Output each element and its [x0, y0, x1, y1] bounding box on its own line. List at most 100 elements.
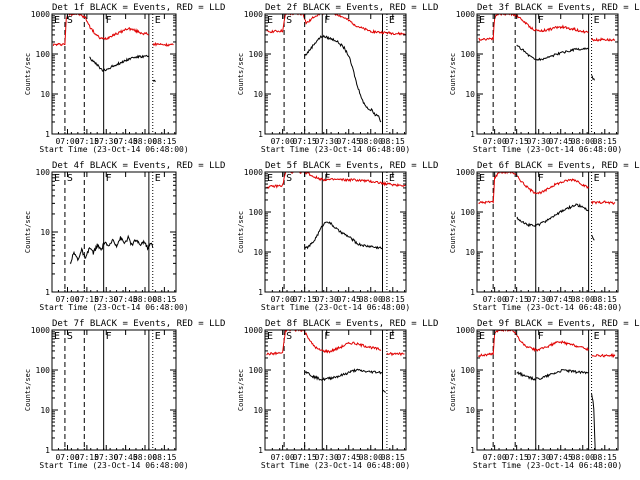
y-axis-label: Counts/sec: [237, 369, 245, 411]
marker-label: E: [389, 15, 395, 26]
series-group: [266, 172, 406, 251]
y-tick-label: 10: [40, 90, 50, 99]
events-line: [89, 54, 150, 73]
x-tick-label: 07:00: [271, 137, 295, 146]
x-tick-label: 07:45: [114, 295, 138, 304]
x-tick-label: 07:15: [75, 295, 99, 304]
y-axis-label: Counts/sec: [449, 211, 457, 253]
plot-frame: [51, 13, 177, 135]
series-group: [69, 234, 154, 265]
plot-frame: [476, 171, 619, 293]
plot-frame: [476, 329, 619, 451]
x-tick-label: 08:00: [359, 453, 383, 462]
lld-line: [266, 172, 406, 190]
panel-title: Det 8f BLACK = Events, RED = LLD: [265, 319, 438, 329]
y-tick-label: 1: [470, 288, 475, 297]
marker-label: E: [479, 15, 485, 26]
x-tick-label: 07:00: [483, 137, 507, 146]
panel-title: Det 3f BLACK = Events, RED = LLD: [477, 3, 640, 13]
plot-frame: [51, 329, 177, 451]
x-tick-label: 08:15: [152, 137, 176, 146]
marker-label: E: [594, 331, 600, 342]
x-tick-label: 08:00: [133, 295, 157, 304]
events-line: [516, 44, 589, 62]
panel-title: Det 9f BLACK = Events, RED = LLD: [477, 319, 640, 329]
lld-line: [478, 172, 589, 205]
series-group: [266, 14, 406, 123]
panel-title: Det 6f BLACK = Events, RED = LLD: [477, 161, 640, 171]
y-tick-label: 1: [258, 288, 263, 297]
events-line: [591, 74, 595, 81]
events-line: [152, 79, 156, 83]
x-tick-label: 07:00: [271, 453, 295, 462]
events-line: [516, 203, 589, 228]
events-line: [69, 234, 154, 265]
x-tick-label: 08:15: [152, 295, 176, 304]
y-tick-label: 100: [249, 366, 264, 375]
marker-label: E: [389, 331, 395, 342]
marker-label: F: [324, 331, 330, 342]
marker-label: F: [538, 331, 544, 342]
x-tick-label: 07:30: [527, 453, 551, 462]
panel-title: Det 5f BLACK = Events, RED = LLD: [265, 161, 438, 171]
y-tick-label: 100: [461, 208, 476, 217]
panel-det-8: Det 8f BLACK = Events, RED = LLD E S F E 1 10 1…: [237, 319, 438, 470]
panel-title: Det 7f BLACK = Events, RED = LLD: [52, 319, 225, 329]
y-tick-label: 10: [253, 406, 263, 415]
marker-label: F: [106, 331, 112, 342]
lld-line: [266, 330, 382, 356]
x-axis-label: Start Time (23-Oct-14 06:48:00): [39, 303, 188, 312]
marker-label: S: [286, 15, 292, 26]
marker-label: E: [479, 331, 485, 342]
x-tick-label: 08:00: [133, 137, 157, 146]
marker-label: F: [538, 173, 544, 184]
x-tick-label: 07:00: [483, 295, 507, 304]
y-axis-label: Counts/sec: [449, 369, 457, 411]
panel-det-2: Det 2f BLACK = Events, RED = LLD E S F E 1 10 1…: [237, 3, 438, 154]
plot-frame: [476, 13, 619, 135]
x-tick-label: 07:30: [94, 453, 118, 462]
y-tick-label: 100: [461, 50, 476, 59]
y-tick-label: 1: [258, 130, 263, 139]
x-tick-label: 07:15: [505, 453, 529, 462]
panel-det-9: Det 9f BLACK = Events, RED = LLD E F E 1 10 10…: [449, 319, 640, 470]
x-axis-label: Start Time (23-Oct-14 06:48:00): [473, 461, 622, 470]
y-tick-label: 100: [249, 50, 264, 59]
marker-label: E: [267, 173, 273, 184]
y-tick-label: 1: [470, 446, 475, 455]
y-tick-label: 1000: [456, 168, 475, 177]
marker-label: S: [286, 331, 292, 342]
lld-line: [478, 330, 589, 358]
y-tick-label: 10: [40, 406, 50, 415]
y-tick-label: 10: [465, 406, 475, 415]
panel-title: Det 4f BLACK = Events, RED = LLD: [52, 161, 225, 171]
marker-label: E: [594, 15, 600, 26]
x-tick-label: 07:30: [315, 453, 339, 462]
x-tick-label: 07:15: [505, 295, 529, 304]
x-axis-label: Start Time (23-Oct-14 06:48:00): [261, 303, 410, 312]
events-line: [304, 221, 383, 251]
x-tick-label: 07:15: [505, 137, 529, 146]
x-tick-label: 07:30: [315, 295, 339, 304]
events-line: [304, 368, 383, 382]
marker-label: F: [106, 173, 112, 184]
y-tick-label: 1000: [31, 326, 50, 335]
x-tick-label: 07:30: [94, 137, 118, 146]
marker-label: E: [54, 173, 60, 184]
events-line: [516, 369, 589, 381]
series-group: [478, 330, 616, 450]
x-axis-label: Start Time (23-Oct-14 06:48:00): [473, 145, 622, 154]
y-tick-label: 1000: [244, 326, 263, 335]
x-tick-label: 08:15: [593, 453, 617, 462]
x-tick-label: 08:15: [593, 137, 617, 146]
x-tick-label: 08:00: [571, 137, 595, 146]
plot-frame: [264, 171, 407, 293]
x-tick-label: 07:45: [337, 453, 361, 462]
marker-label: S: [286, 173, 292, 184]
x-tick-label: 07:45: [549, 453, 573, 462]
series-group: [478, 172, 616, 241]
marker-label: E: [594, 173, 600, 184]
x-axis-label: Start Time (23-Oct-14 06:48:00): [473, 303, 622, 312]
